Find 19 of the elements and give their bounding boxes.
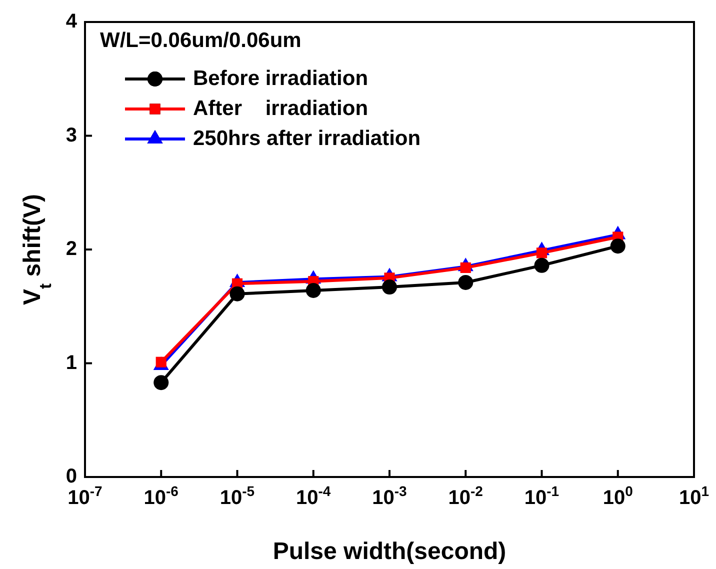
y-tick-label: 3 <box>66 124 77 146</box>
point <box>458 274 474 290</box>
legend-label: 250hrs after irradiation <box>193 126 421 150</box>
x-axis-title: Pulse width(second) <box>272 538 506 565</box>
y-tick-label: 2 <box>66 238 77 260</box>
point <box>536 248 548 258</box>
legend-label: After irradiation <box>193 96 368 120</box>
point <box>534 258 550 273</box>
y-tick-label: 0 <box>66 466 77 488</box>
annotation: W/L=0.06um/0.06um <box>100 29 302 52</box>
point <box>230 286 245 302</box>
y-tick-label: 4 <box>66 10 78 33</box>
y-axis-title: Vt shift(V) <box>19 194 55 305</box>
y-tick-label: 1 <box>66 352 77 374</box>
point <box>154 375 169 390</box>
point <box>306 282 321 298</box>
point <box>382 280 397 295</box>
point <box>610 238 626 254</box>
legend-label: Before irradiation <box>193 66 368 90</box>
